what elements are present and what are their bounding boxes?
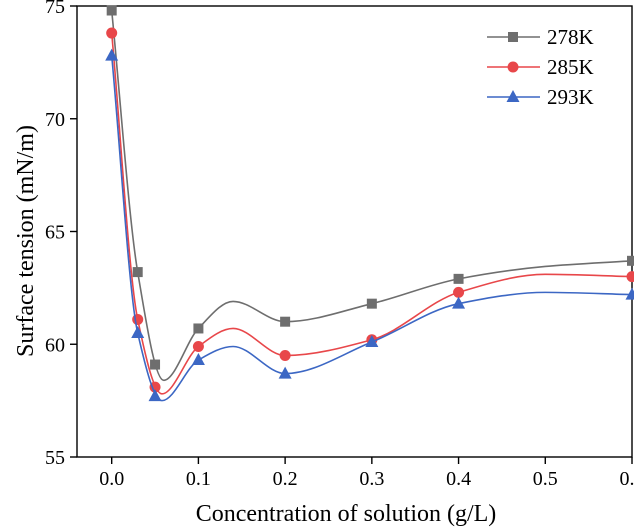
x-tick-label: 0.0 <box>99 468 124 490</box>
legend-item-293k: 293K <box>487 85 594 109</box>
x-tick-label: 0.2 <box>273 468 298 490</box>
y-tick-label: 70 <box>45 109 65 131</box>
x-tick-label: 0.5 <box>533 468 558 490</box>
data-point-285k <box>626 271 634 283</box>
legend-marker-293k <box>506 90 520 102</box>
legend-item-278k: 278K <box>487 25 594 49</box>
data-point-285k <box>192 341 204 353</box>
legend: 278K 285K 293K <box>487 25 594 109</box>
y-axis-title: Surface tension (mN/m) <box>13 125 39 357</box>
y-axis: 55 60 65 70 75 <box>45 0 77 469</box>
data-point-293k <box>148 389 162 402</box>
data-point-285k <box>106 27 118 39</box>
legend-label-285k: 285K <box>547 55 594 79</box>
data-point-278k <box>366 298 377 309</box>
data-point-278k <box>627 255 634 266</box>
data-point-293k <box>452 296 466 309</box>
series-285k <box>106 27 634 395</box>
legend-label-293k: 293K <box>547 85 594 109</box>
data-point-293k <box>625 287 634 300</box>
data-point-278k <box>193 323 204 334</box>
data-point-285k <box>132 313 144 325</box>
x-tick-label: 0.3 <box>359 468 384 490</box>
legend-label-278k: 278K <box>547 25 594 49</box>
series-layer <box>105 5 634 402</box>
data-point-278k <box>106 5 117 16</box>
data-point-278k <box>150 359 161 370</box>
data-point-293k <box>365 334 379 347</box>
data-point-278k <box>132 267 143 278</box>
x-axis: 0.0 0.1 0.2 0.3 0.4 0.5 0.6 <box>99 457 634 490</box>
x-tick-label: 0.4 <box>446 468 471 490</box>
y-tick-label: 75 <box>45 0 65 18</box>
x-tick-label: 0.1 <box>186 468 211 490</box>
y-tick-label: 65 <box>45 222 65 244</box>
data-point-293k <box>105 48 119 61</box>
data-point-285k <box>279 350 291 362</box>
series-278k <box>106 5 634 382</box>
legend-marker-278k <box>508 32 518 42</box>
legend-marker-285k <box>507 61 519 73</box>
y-tick-label: 60 <box>45 334 65 356</box>
data-point-293k <box>278 366 292 379</box>
data-point-278k <box>453 273 464 284</box>
data-point-278k <box>280 316 291 327</box>
data-point-285k <box>453 286 465 298</box>
data-point-293k <box>191 353 205 366</box>
x-axis-title: Concentration of solution (g/L) <box>196 501 497 527</box>
legend-item-285k: 285K <box>487 55 594 79</box>
series-293k <box>105 48 634 402</box>
data-point-285k <box>149 381 161 393</box>
y-tick-label: 55 <box>45 447 65 469</box>
data-point-293k <box>131 325 145 338</box>
x-tick-label: 0.6 <box>620 468 634 490</box>
